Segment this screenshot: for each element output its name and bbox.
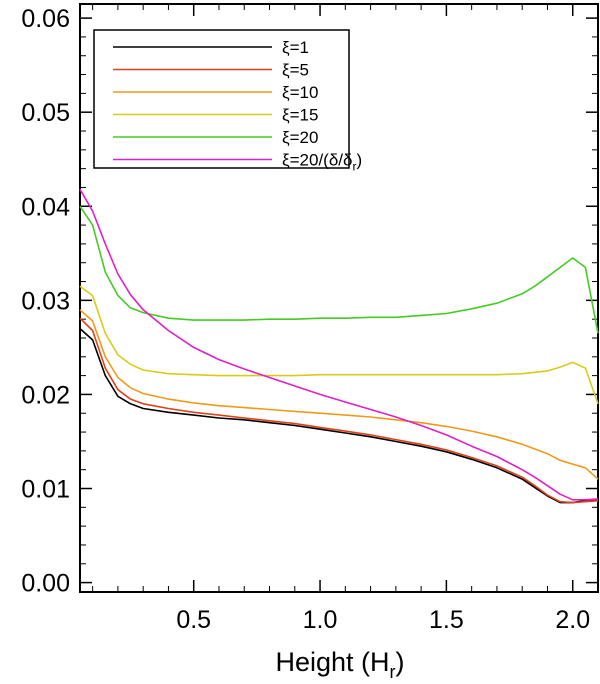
legend-label: ξ=20 [282,128,318,147]
x-tick-label: 2.0 [555,606,590,634]
series-line-1 [79,328,599,504]
x-tick-labels: 0.5 1.0 1.5 2.0 [176,606,590,634]
series-line-6 [79,188,599,501]
legend-label: ξ=20/(δ/δr) [282,151,362,174]
legend-label: ξ=15 [282,106,318,125]
x-axis-title: Height (Hr) [275,647,404,682]
y-tick-labels: 0.00 0.01 0.02 0.03 0.04 0.05 0.06 [21,5,70,597]
y-tick-label: 0.02 [21,381,70,409]
series-line-4 [79,285,599,405]
y-tick-label: 0.06 [21,5,70,33]
series-lines [79,188,599,504]
plot-frame [79,3,599,593]
legend-items: ξ=1 ξ=5 ξ=10 ξ=15 ξ=20 ξ=20/(δ/δr) [113,38,362,174]
y-tick-label: 0.04 [21,193,70,221]
legend-label: ξ=1 [282,38,309,57]
y-tick-label: 0.05 [21,99,70,127]
x-tick-label: 1.0 [303,606,338,634]
x-tick-label: 1.5 [429,606,464,634]
series-line-3 [79,309,599,480]
y-tick-label: 0.01 [21,476,70,504]
y-tick-label: 0.00 [21,570,70,598]
x-tick-label: 0.5 [176,606,211,634]
legend-label: ξ=10 [282,83,318,102]
legend-box [93,29,350,169]
y-tick-label: 0.03 [21,287,70,315]
legend: ξ=1 ξ=5 ξ=10 ξ=15 ξ=20 ξ=20/(δ/δr) [93,29,362,174]
series-line-2 [79,317,599,504]
series-line-5 [79,205,599,334]
legend-label: ξ=5 [282,61,309,80]
